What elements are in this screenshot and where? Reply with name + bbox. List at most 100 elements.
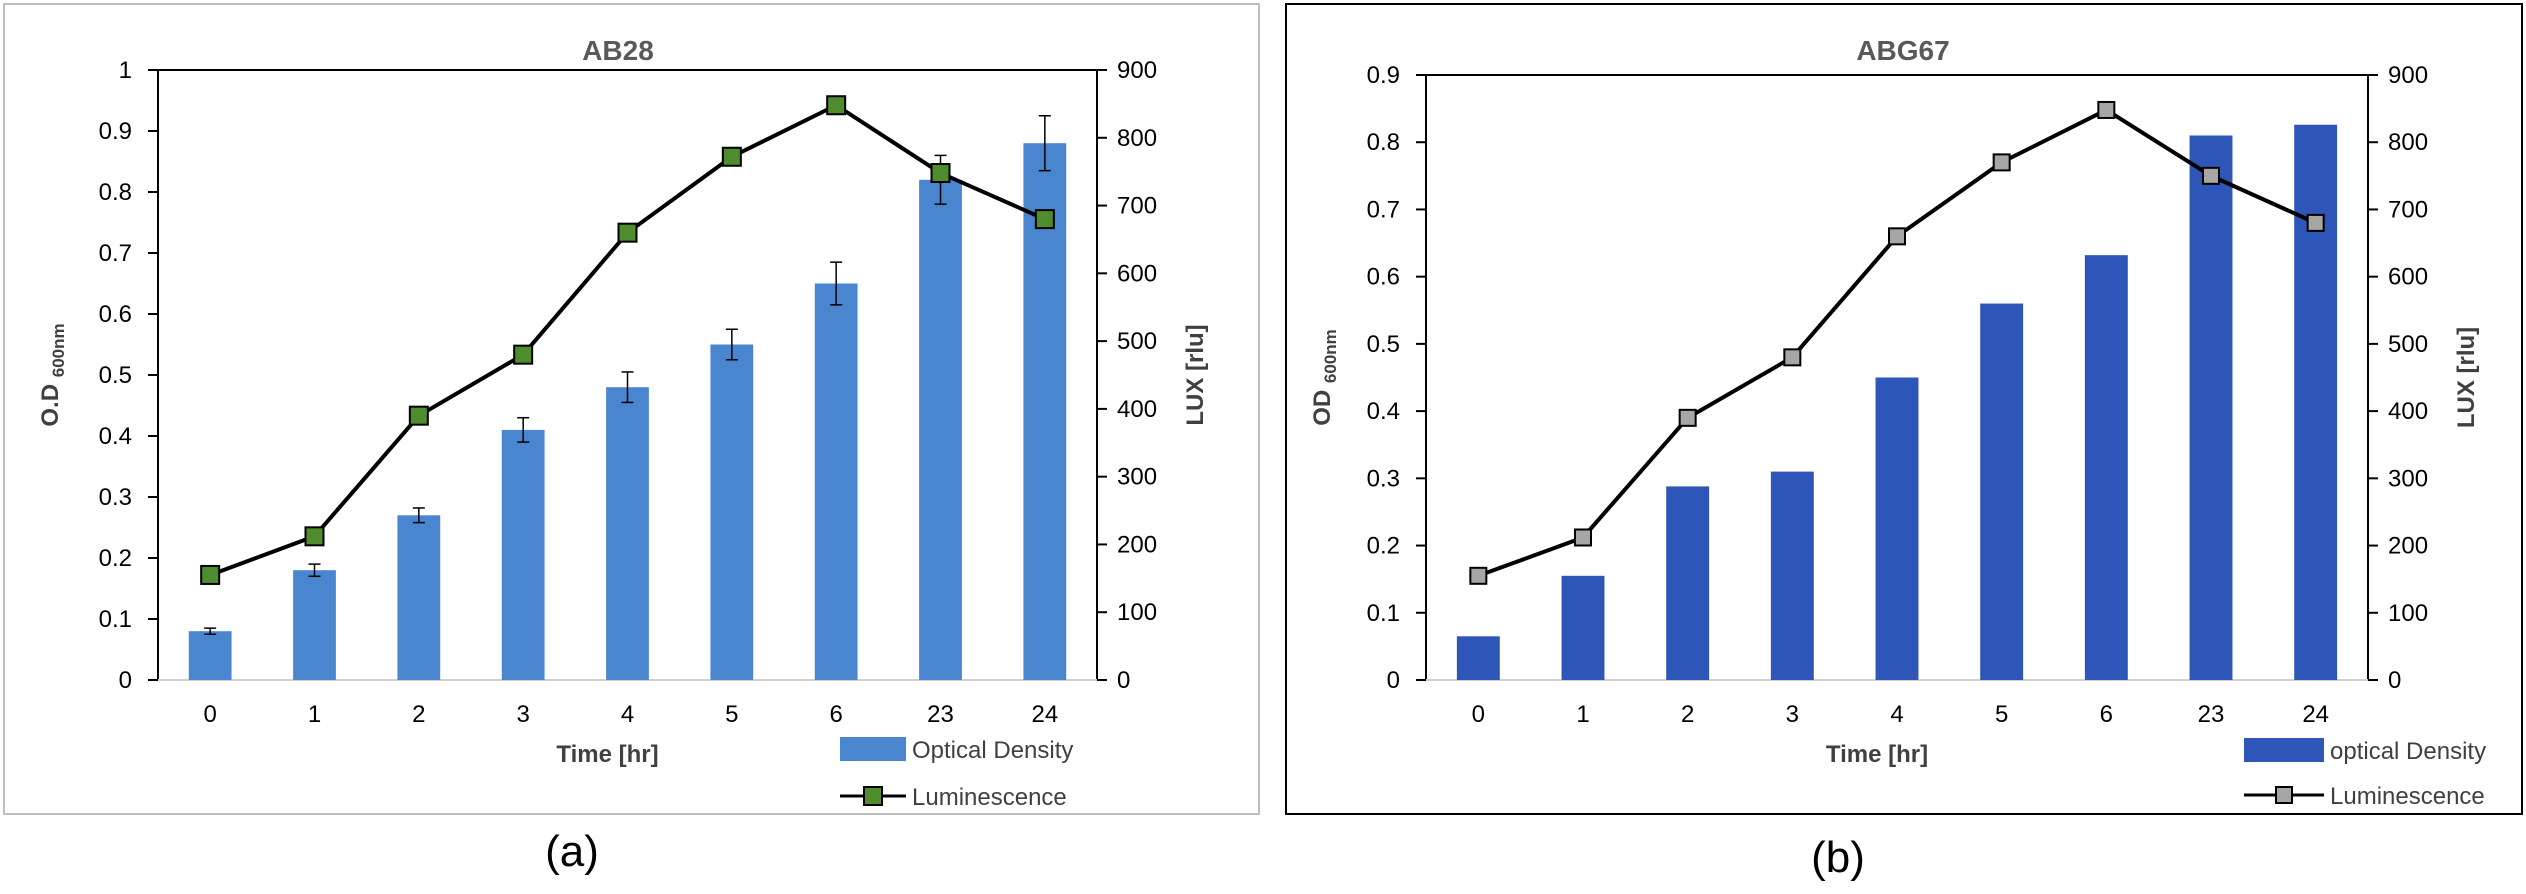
chart-0-x-tick-label: 0 (203, 701, 216, 728)
chart-0-y-tick-label: 0.2 (99, 545, 132, 572)
panel-a-title: AB28 (582, 35, 654, 66)
chart-0-y-tick-label: 0 (119, 667, 132, 694)
chart-1-bar (1980, 303, 2024, 680)
chart-0-y2-tick-label: 0 (1117, 667, 1130, 694)
chart-1-y-tick-label: 0.6 (1367, 264, 1400, 291)
chart-1-bar (1666, 486, 1710, 680)
chart-1-y-tick-label: 0.7 (1367, 196, 1400, 223)
chart-panel-a: AB28 00.10.20.30.40.50.60.70.80.91010020… (3, 3, 1260, 876)
chart-1-y2-tick-label: 100 (2388, 600, 2428, 627)
chart-1-bar (1875, 377, 1919, 680)
chart-1-x-tick-label: 6 (2100, 701, 2113, 728)
chart-0-y-tick-label: 0.3 (99, 484, 132, 511)
chart-0-x-axis-label: Time [hr] (556, 741, 658, 768)
chart-1-y-tick-label: 0.2 (1367, 533, 1400, 560)
chart-1-legend-bar-swatch (2244, 738, 2324, 762)
chart-1-y-axis-label-sub: 600nm (1321, 329, 1340, 383)
chart-1-line-point (1992, 153, 2011, 172)
chart-1-bar (2294, 124, 2338, 680)
chart-1-y2-axis-label: LUX [rlu] (2453, 327, 2480, 428)
chart-1-legend-bar-label: optical Density (2330, 738, 2486, 765)
chart-0-line-point (617, 222, 638, 243)
chart-0-x-tick-label: 5 (725, 701, 738, 728)
chart-0-y-tick-label: 0.1 (99, 606, 132, 633)
chart-0-y2-tick-label: 800 (1117, 125, 1157, 152)
chart-0-x-tick-label: 1 (308, 701, 321, 728)
panel-b-title: ABG67 (1856, 35, 1949, 66)
chart-1-y-axis-label: OD 600nm (1309, 329, 1340, 426)
panel-a-caption: (a) (545, 827, 599, 876)
chart-0-y-tick-label: 0.7 (99, 240, 132, 267)
chart-1-line-point (2097, 100, 2116, 119)
chart-1-y2-tick-label: 900 (2388, 62, 2428, 89)
chart-0-line-point (721, 146, 742, 167)
chart-0-y2-tick-label: 200 (1117, 531, 1157, 558)
chart-1-x-tick-label: 1 (1576, 701, 1589, 728)
chart-0-y2-tick-label: 600 (1117, 260, 1157, 287)
chart-0-line-point (408, 405, 429, 426)
chart-0-line-point (1034, 209, 1055, 230)
chart-0-line-point (200, 564, 221, 585)
chart-0-y-tick-label: 0.4 (99, 423, 132, 450)
chart-1-y-tick-label: 0 (1387, 667, 1400, 694)
chart-0-x-tick-label: 2 (412, 701, 425, 728)
chart-0-bar (919, 179, 962, 681)
chart-1-y2-tick-label: 400 (2388, 398, 2428, 425)
chart-0-legend-line-marker (863, 786, 883, 806)
chart-1-line-point (1469, 566, 1488, 585)
chart-0-x-tick-label: 4 (621, 701, 634, 728)
panel-b-caption: (b) (1811, 833, 1865, 882)
chart-0-y-tick-label: 0.9 (99, 118, 132, 145)
chart-0-y-axis-label: O.D 600nm (37, 323, 68, 426)
chart-1-line-point (1574, 528, 1592, 547)
chart-0-x-tick-label: 24 (1031, 701, 1058, 728)
panel-a-plot-area: 0 0.1 0.2 0.3 0.4 0.5 0.6 0.7 0.8 0.9 1 0 100 200 300 4… (37, 57, 1209, 811)
chart-0-x-tick-label: 23 (927, 701, 954, 728)
chart-1-y-tick-label: 0.8 (1367, 129, 1400, 156)
chart-1-line-point (1783, 348, 1802, 367)
chart-1-y2-tick-label: 300 (2388, 465, 2428, 492)
chart-1-x-tick-label: 2 (1681, 701, 1694, 728)
chart-1-y-tick-label: 0.5 (1367, 331, 1400, 358)
chart-0-legend-bar-swatch (840, 737, 906, 761)
chart-0-bar (710, 344, 754, 680)
chart-1-x-tick-label: 23 (2198, 701, 2225, 728)
chart-1-bar (2084, 255, 2128, 680)
chart-1-x-tick-label: 24 (2302, 701, 2329, 728)
chart-0-y2-axis-label: LUX [rlu] (1182, 324, 1209, 425)
chart-1-y-tick-label: 0.9 (1367, 62, 1400, 89)
chart-0-y2-tick-label: 900 (1117, 57, 1157, 84)
chart-1-line-point (1678, 408, 1697, 427)
chart-1-y2-tick-label: 700 (2388, 196, 2428, 223)
chart-1-y-axis-label-main: OD (1309, 383, 1336, 426)
chart-1-line-point (2202, 166, 2220, 185)
chart-1-y-tick-label: 0.4 (1367, 398, 1400, 425)
chart-0-bar (397, 515, 441, 680)
chart-1-line-point (2306, 213, 2325, 232)
chart-1-bar (2189, 135, 2233, 680)
chart-0-y2-tick-label: 300 (1117, 464, 1157, 491)
chart-1-x-tick-label: 0 (1472, 701, 1485, 728)
chart-1-x-tick-label: 5 (1995, 701, 2008, 728)
chart-1-y-tick-label: 0.3 (1367, 465, 1400, 492)
chart-0-line-point (513, 344, 534, 365)
chart-panel-b: ABG67 00.10.20.30.40.50.60.70.80.9010020… (1285, 3, 2523, 882)
chart-0-bar (606, 387, 649, 680)
chart-0-y2-tick-label: 700 (1117, 193, 1157, 220)
chart-1-x-axis-label: Time [hr] (1826, 741, 1928, 768)
chart-0-bar (293, 570, 336, 680)
chart-1-x-tick-label: 4 (1890, 701, 1903, 728)
chart-0-y-axis-label-main: O.D (37, 377, 64, 426)
chart-1-bar (1561, 575, 1605, 680)
chart-0-y-tick-label: 1 (119, 57, 132, 84)
chart-1-line-point (1888, 227, 1906, 246)
chart-1-legend-line-marker (2275, 786, 2293, 804)
chart-0-bar (1023, 143, 1067, 680)
chart-0-line-point (930, 163, 951, 184)
chart-1-x-tick-label: 3 (1786, 701, 1799, 728)
chart-1-y2-tick-label: 500 (2388, 331, 2428, 358)
chart-0-bar (814, 283, 858, 680)
chart-0-y2-tick-label: 500 (1117, 328, 1157, 355)
chart-0-bar (501, 429, 545, 680)
chart-0-y2-tick-label: 400 (1117, 396, 1157, 423)
